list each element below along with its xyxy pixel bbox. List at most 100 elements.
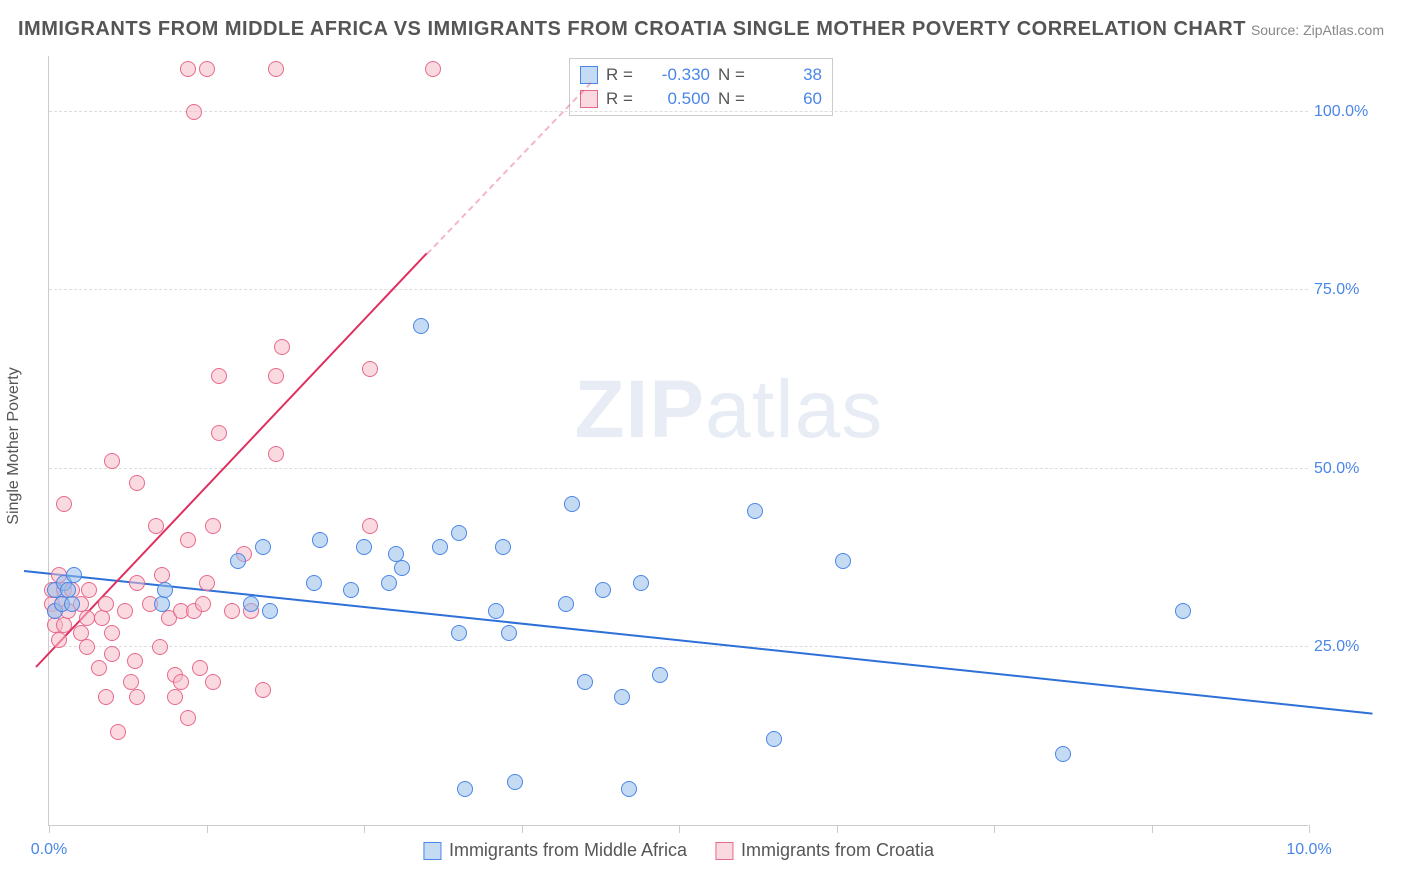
data-point — [56, 617, 72, 633]
legend-series: Immigrants from Middle Africa Immigrants… — [423, 840, 934, 861]
data-point — [199, 575, 215, 591]
data-point — [343, 582, 359, 598]
x-tick-label: 10.0% — [1286, 841, 1331, 859]
data-point — [268, 446, 284, 462]
x-tick — [364, 825, 365, 833]
legend-row-pink: R = 0.500 N = 60 — [580, 87, 822, 111]
data-point — [595, 582, 611, 598]
x-tick — [207, 825, 208, 833]
trend-line — [24, 570, 1372, 715]
data-point — [64, 596, 80, 612]
data-point — [268, 61, 284, 77]
y-axis-label: Single Mother Poverty — [5, 367, 23, 524]
x-tick — [1152, 825, 1153, 833]
data-point — [457, 781, 473, 797]
data-point — [255, 539, 271, 555]
data-point — [621, 781, 637, 797]
data-point — [230, 553, 246, 569]
chart-area: ZIPatlas R = -0.330 N = 38 R = 0.500 N =… — [48, 56, 1308, 826]
data-point — [98, 689, 114, 705]
x-tick — [522, 825, 523, 833]
data-point — [51, 632, 67, 648]
data-point — [362, 361, 378, 377]
data-point — [432, 539, 448, 555]
gridline — [49, 468, 1308, 469]
legend-pink-r: 0.500 — [648, 87, 710, 111]
data-point — [195, 596, 211, 612]
x-tick — [679, 825, 680, 833]
data-point — [211, 425, 227, 441]
data-point — [224, 603, 240, 619]
gridline — [49, 289, 1308, 290]
data-point — [199, 61, 215, 77]
data-point — [152, 639, 168, 655]
data-point — [81, 582, 97, 598]
x-tick — [1309, 825, 1310, 833]
data-point — [1175, 603, 1191, 619]
y-tick-label: 100.0% — [1314, 103, 1394, 121]
data-point — [451, 625, 467, 641]
data-point — [577, 674, 593, 690]
data-point — [129, 689, 145, 705]
watermark-zip: ZIP — [574, 364, 705, 455]
data-point — [362, 518, 378, 534]
data-point — [104, 646, 120, 662]
data-point — [104, 453, 120, 469]
data-point — [274, 339, 290, 355]
data-point — [173, 674, 189, 690]
legend-n-label: N = — [718, 87, 752, 111]
source-label: Source: ZipAtlas.com — [1251, 22, 1384, 38]
data-point — [488, 603, 504, 619]
x-tick — [49, 825, 50, 833]
chart-title: IMMIGRANTS FROM MIDDLE AFRICA VS IMMIGRA… — [18, 18, 1246, 41]
legend-blue-r: -0.330 — [648, 63, 710, 87]
data-point — [747, 503, 763, 519]
y-tick-label: 25.0% — [1314, 638, 1394, 656]
legend-correlation: R = -0.330 N = 38 R = 0.500 N = 60 — [569, 58, 833, 116]
legend-row-blue: R = -0.330 N = 38 — [580, 63, 822, 87]
data-point — [451, 525, 467, 541]
legend-blue-n: 38 — [760, 63, 822, 87]
data-point — [117, 603, 133, 619]
data-point — [94, 610, 110, 626]
y-tick-label: 50.0% — [1314, 460, 1394, 478]
data-point — [564, 496, 580, 512]
x-tick-label: 0.0% — [31, 841, 67, 859]
data-point — [66, 567, 82, 583]
swatch-pink-icon — [715, 842, 733, 860]
data-point — [652, 667, 668, 683]
x-tick — [994, 825, 995, 833]
data-point — [495, 539, 511, 555]
data-point — [56, 496, 72, 512]
data-point — [211, 368, 227, 384]
data-point — [180, 532, 196, 548]
data-point — [79, 610, 95, 626]
data-point — [507, 774, 523, 790]
data-point — [558, 596, 574, 612]
data-point — [110, 724, 126, 740]
data-point — [127, 653, 143, 669]
data-point — [501, 625, 517, 641]
data-point — [425, 61, 441, 77]
data-point — [129, 475, 145, 491]
data-point — [129, 575, 145, 591]
legend-item-pink: Immigrants from Croatia — [715, 840, 934, 861]
data-point — [91, 660, 107, 676]
data-point — [205, 518, 221, 534]
data-point — [154, 596, 170, 612]
data-point — [835, 553, 851, 569]
data-point — [98, 596, 114, 612]
data-point — [268, 368, 284, 384]
data-point — [205, 674, 221, 690]
data-point — [148, 518, 164, 534]
data-point — [243, 596, 259, 612]
trend-line — [426, 82, 591, 254]
legend-pink-n: 60 — [760, 87, 822, 111]
x-tick — [837, 825, 838, 833]
data-point — [157, 582, 173, 598]
gridline — [49, 111, 1308, 112]
data-point — [1055, 746, 1071, 762]
data-point — [104, 625, 120, 641]
data-point — [413, 318, 429, 334]
data-point — [255, 682, 271, 698]
